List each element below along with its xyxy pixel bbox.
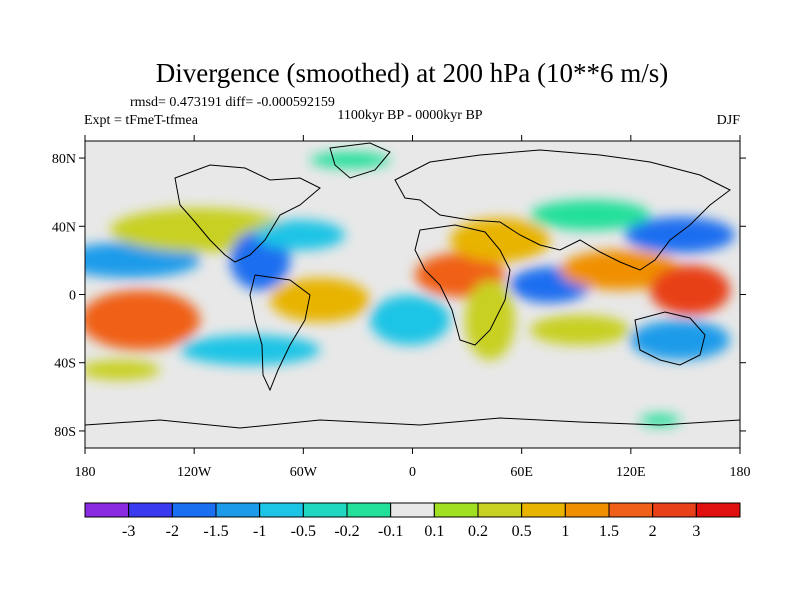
map-area: [85, 141, 740, 448]
coastlines: [85, 142, 740, 429]
map-background: [85, 141, 740, 448]
field-blob: [180, 335, 320, 365]
colorbar-label: 0.5: [512, 523, 532, 540]
coast-greenland: [329, 142, 391, 179]
colorbar-swatch: [521, 502, 566, 518]
colorbar-swatch: [128, 502, 173, 518]
x-tick-label: 180: [75, 465, 96, 480]
axis-ticks: [79, 135, 746, 454]
colorbar-label: -0.1: [378, 523, 403, 540]
colorbar-label: -3: [122, 523, 135, 540]
colorbar-swatch: [215, 502, 261, 518]
colorbar: [84, 502, 741, 518]
field-blob: [650, 265, 730, 315]
colorbar-swatch: [564, 502, 610, 518]
x-tick-label: 0: [409, 465, 416, 480]
y-tick-label: 40S: [54, 357, 76, 372]
colorbar-swatch: [346, 502, 392, 518]
colorbar-swatch: [302, 502, 348, 518]
colorbar-swatch: [171, 502, 217, 518]
x-tick-label: 180: [730, 465, 751, 480]
field-blob: [630, 320, 730, 360]
colorbar-label: 1: [561, 523, 569, 540]
y-tick-label: 40N: [52, 220, 76, 235]
colorbar-label: -2: [166, 523, 179, 540]
colorbar-swatch: [259, 502, 304, 518]
field-blob: [85, 360, 160, 380]
chart-title: Divergence (smoothed) at 200 hPa (10**6 …: [156, 58, 668, 88]
y-tick-label: 80S: [54, 425, 76, 440]
x-tick-label: 60W: [290, 465, 318, 480]
x-tick-label: 120E: [616, 465, 646, 480]
field-blob: [640, 414, 680, 426]
period-label: 1100kyr BP - 0000kyr BP: [337, 108, 482, 123]
field-blob: [85, 242, 200, 278]
colorbar-label: -1.5: [203, 523, 228, 540]
field-blob: [560, 250, 680, 290]
colorbar-label: -1: [253, 523, 266, 540]
field-blob: [310, 152, 390, 168]
colorbar-swatch: [477, 502, 523, 518]
coast-africa: [414, 224, 511, 346]
y-tick-label: 80N: [52, 152, 76, 167]
y-tick-label: 0: [69, 289, 76, 304]
colorbar-swatch: [390, 502, 435, 518]
coast-australia: [634, 311, 706, 366]
coast-eurasia: [394, 149, 731, 271]
field-blob: [465, 280, 515, 360]
colorbar-swatch: [608, 502, 654, 518]
field-blob: [530, 200, 650, 230]
colorbar-label: 0.1: [424, 523, 444, 540]
season-label: DJF: [717, 113, 741, 128]
field-blob: [270, 278, 370, 322]
coast-south-america: [249, 274, 311, 392]
colorbar-swatch: [652, 502, 697, 518]
colorbar-label: 2: [649, 523, 657, 540]
x-tick-labels: 180 120W 60W 0 60E 120E 180: [75, 465, 751, 480]
colorbar-swatch: [433, 502, 479, 518]
experiment-label: Expt = tFmeT-tfmea: [84, 113, 199, 128]
field-blob: [85, 290, 200, 350]
stats-label: rmsd= 0.473191 diff= -0.000592159: [130, 95, 335, 110]
coast-north-america: [174, 164, 321, 263]
colorbar-labels: -3 -2 -1.5 -1 -0.5 -0.2 -0.1 0.1 0.2 0.5 1 1.5 2 3: [122, 523, 700, 540]
colorbar-label: 3: [692, 523, 700, 540]
divergence-field: [85, 152, 735, 426]
colorbar-label: 1.5: [599, 523, 619, 540]
colorbar-label: -0.5: [291, 523, 316, 540]
field-blob: [255, 220, 345, 250]
colorbar-swatch: [695, 502, 741, 518]
field-blob: [370, 295, 450, 345]
field-blob: [450, 218, 550, 262]
field-blob: [625, 217, 735, 253]
x-tick-label: 120W: [177, 465, 212, 480]
colorbar-label: 0.2: [468, 523, 488, 540]
colorbar-swatch: [84, 502, 130, 518]
field-blob: [530, 315, 630, 345]
coast-antarctica: [85, 417, 740, 429]
x-tick-label: 60E: [510, 465, 533, 480]
y-tick-labels: 80N 40N 0 40S 80S: [52, 152, 76, 440]
colorbar-label: -0.2: [334, 523, 359, 540]
